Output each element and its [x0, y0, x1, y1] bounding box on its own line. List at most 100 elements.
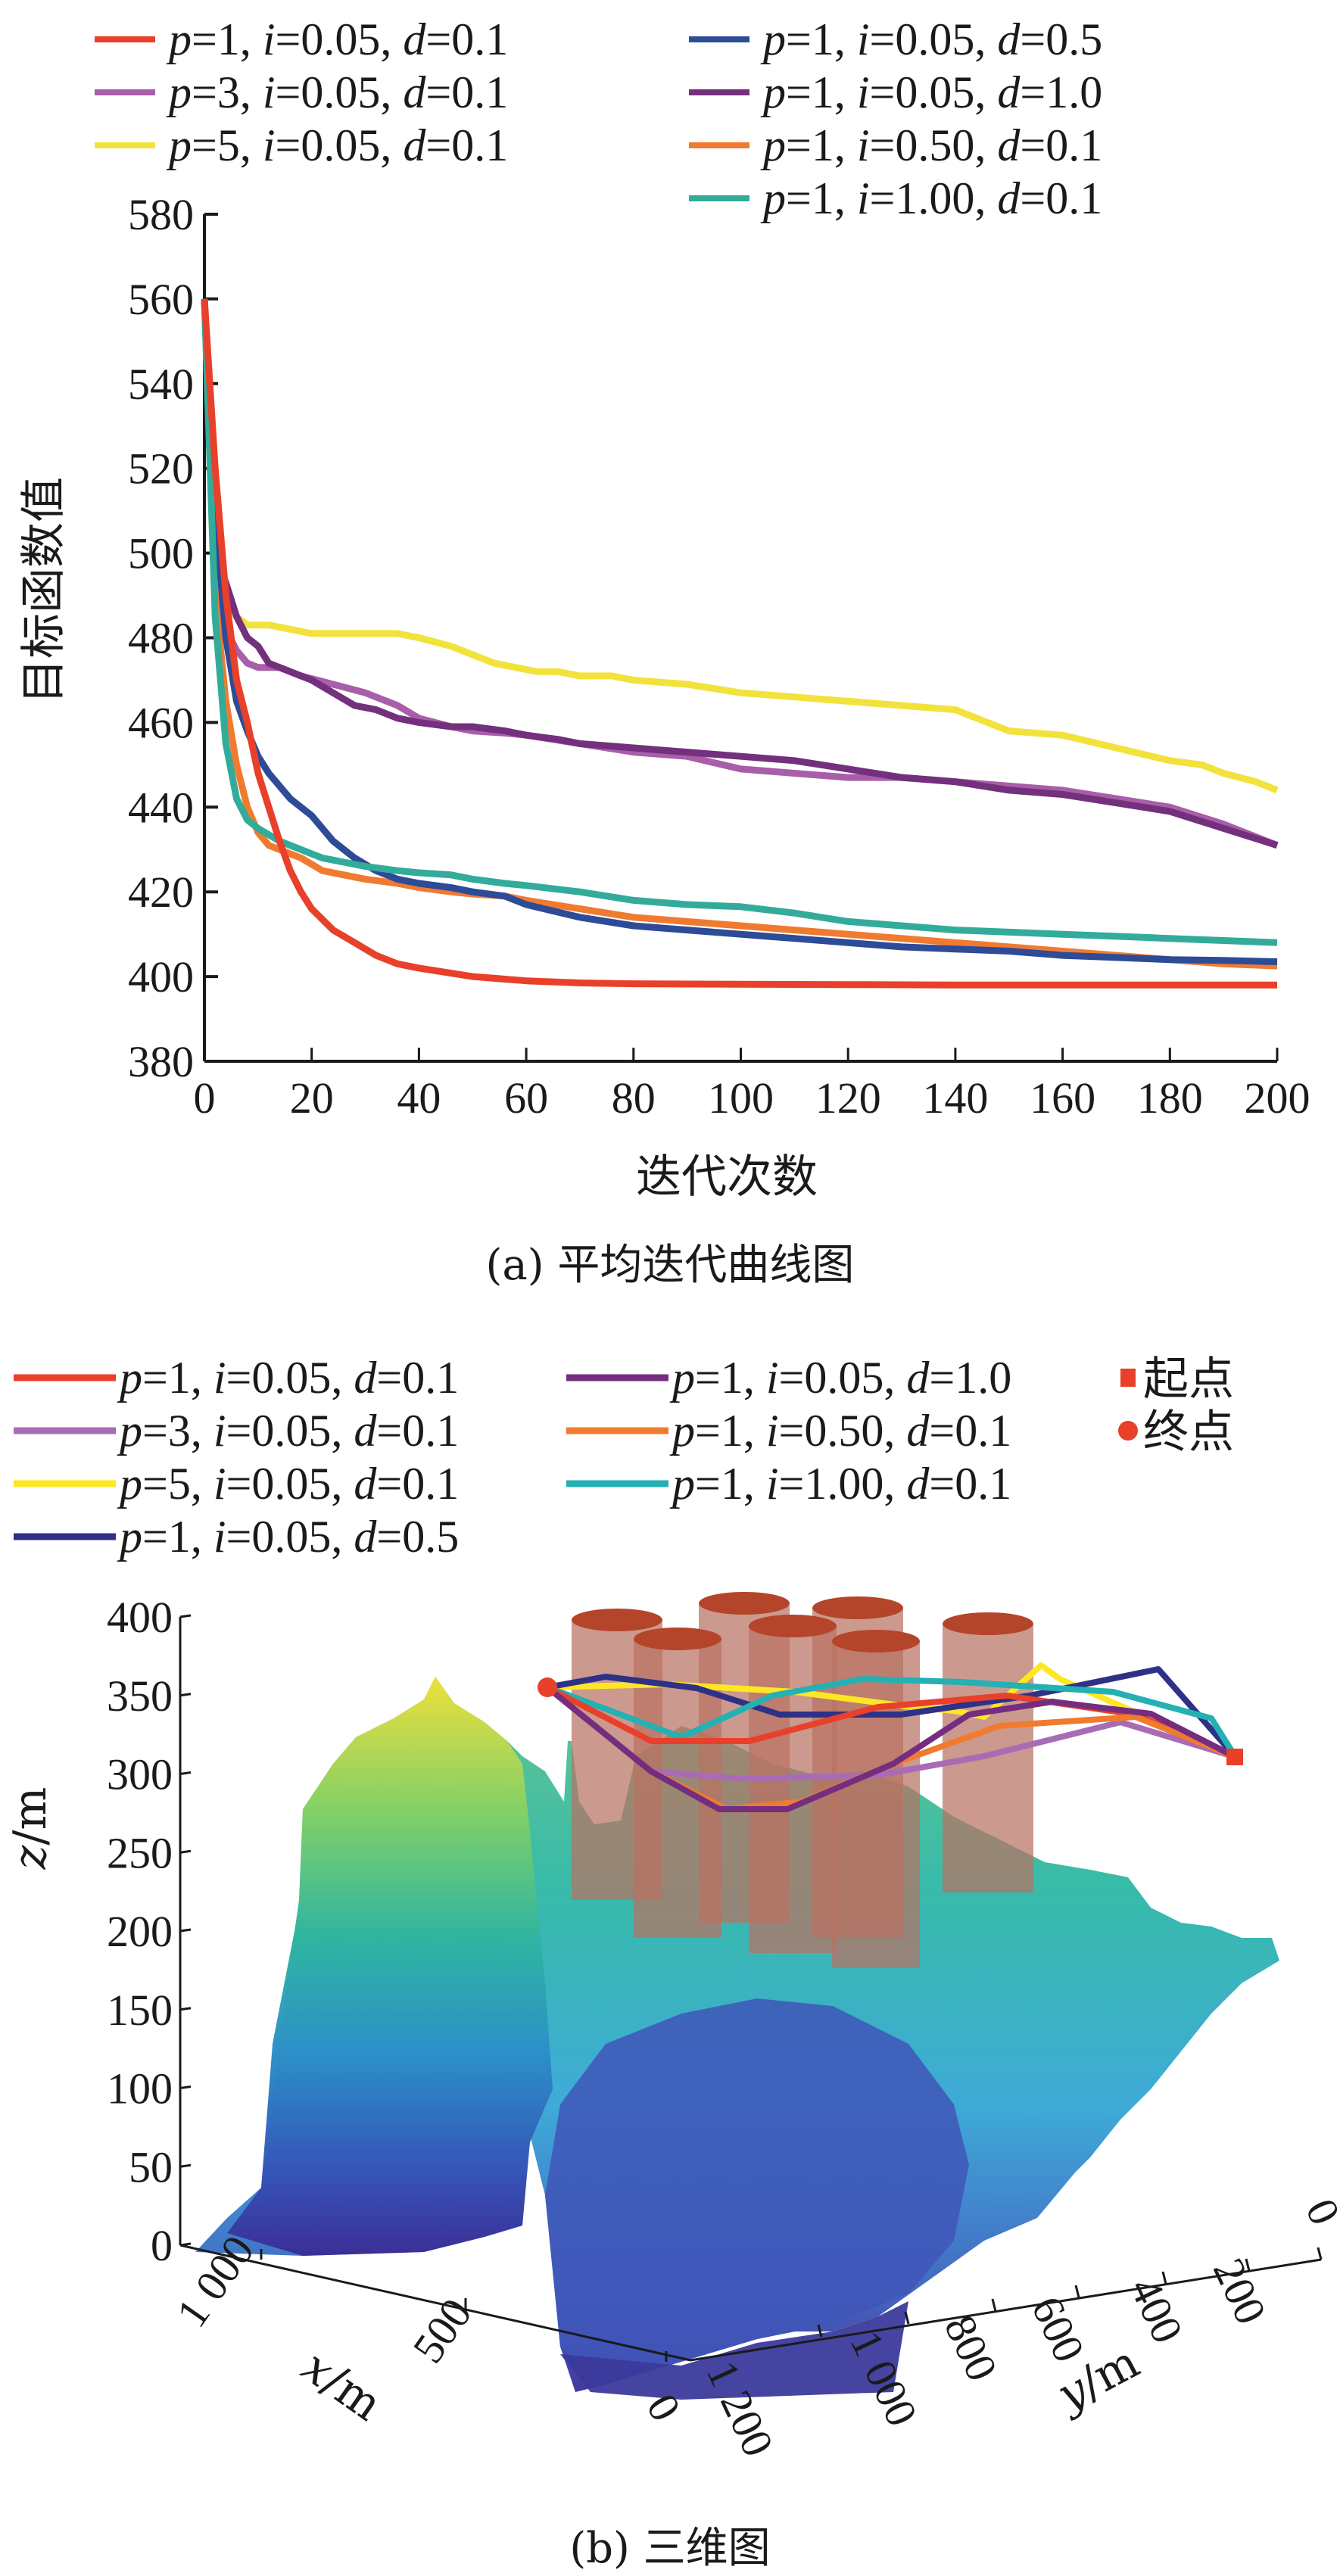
legend-value: =0.05,	[870, 67, 998, 117]
z-tick-label: 400	[107, 1593, 173, 1642]
legend-var: d	[354, 1459, 377, 1509]
legend-value: =0.1	[1020, 173, 1102, 223]
y-tick-b	[1074, 2285, 1080, 2298]
legend-var: i	[263, 14, 276, 64]
legend-var: i	[766, 1406, 779, 1456]
x-tick-label-a: 0	[194, 1073, 216, 1123]
legend-value: =5,	[192, 120, 263, 170]
series-lines-a	[201, 298, 1279, 989]
z-tick-label: 100	[107, 2064, 173, 2113]
series-line-7	[201, 298, 1278, 946]
flight-path-5	[545, 1684, 1237, 1812]
legend-marker-label: 终点	[1143, 1406, 1234, 1459]
legend-value: =1.00,	[779, 1459, 907, 1509]
legend-var: p	[117, 1353, 142, 1403]
obstacle-cylinder	[749, 1615, 837, 1953]
legend-label: p=1, i=0.05, d=1.0	[669, 1353, 1011, 1403]
terrain-surface	[195, 1677, 1279, 2400]
legend-label: p=1, i=0.05, d=1.0	[760, 67, 1102, 117]
legend-label: p=5, i=0.05, d=0.1	[166, 120, 508, 170]
legend-var: d	[403, 67, 426, 117]
legend-value: =1,	[695, 1459, 766, 1509]
z-tick-label: 200	[107, 1907, 173, 1956]
z-tick	[179, 1928, 192, 1933]
legend-value: =1,	[786, 120, 857, 170]
z-tick	[179, 2163, 192, 2168]
obstacle-cylinders	[572, 1592, 1033, 1968]
z-tick-label: 150	[107, 1986, 173, 2035]
y-tick-b	[1245, 2258, 1251, 2272]
legend-value: =0.1	[929, 1406, 1011, 1456]
legend-var: d	[997, 120, 1021, 170]
z-tick	[179, 1614, 192, 1618]
legend-value: =0.1	[425, 14, 508, 64]
legend-value: =0.1	[425, 67, 508, 117]
legend-var: p	[166, 67, 192, 117]
axes-a: 380 400 420 440 460 480 500 520 540 560 580 0 20 40 60…	[128, 190, 1310, 1123]
x-axis-title-a: 迭代次数	[636, 1151, 818, 1204]
chart-b: p=1, i=0.05, d=0.1p=3, i=0.05, d=0.1p=5,…	[4, 1353, 1340, 2573]
flight-path-7	[546, 1676, 1239, 1759]
flight-path-3	[547, 1662, 1237, 1760]
y-tick-label-b: 0	[1296, 2191, 1340, 2232]
y-tick-b	[1317, 2247, 1323, 2260]
legend-var: i	[263, 67, 276, 117]
legend-value: =0.1	[376, 1459, 459, 1509]
legend-value: =1,	[786, 173, 857, 223]
start-point-marker	[1226, 1749, 1243, 1765]
x-tick-label-a: 40	[397, 1073, 441, 1123]
legend-var: p	[117, 1406, 142, 1456]
legend-value: =0.05,	[226, 1459, 354, 1509]
z-tick	[179, 1693, 192, 1697]
z-tick	[179, 2085, 192, 2089]
z-axis-unit: /m	[4, 1787, 57, 1846]
legend-value: =0.05,	[226, 1512, 354, 1562]
legend-marker-label: 起点	[1143, 1353, 1234, 1406]
legend-b: p=1, i=0.05, d=0.1p=3, i=0.05, d=0.1p=5,…	[14, 1353, 1234, 1562]
legend-value: =1,	[786, 67, 857, 117]
legend-value: =3,	[142, 1406, 213, 1456]
z-tick-label: 50	[129, 2142, 173, 2191]
legend-var: p	[669, 1406, 695, 1456]
z-axis-title: z/m	[4, 1787, 57, 1870]
legend-value: =1,	[142, 1353, 213, 1403]
series-line-2	[201, 298, 1279, 849]
z-tick	[179, 1771, 192, 1775]
legend-label: p=1, i=1.00, d=0.1	[760, 173, 1102, 223]
z-tick	[179, 1849, 192, 1854]
legend-value: =0.1	[376, 1406, 459, 1456]
x-tick-label-a: 120	[815, 1073, 881, 1123]
legend-value: =0.05,	[226, 1406, 354, 1456]
legend-value: =1.00,	[870, 173, 998, 223]
y-tick-label-a: 480	[128, 614, 194, 663]
legend-var: p	[669, 1353, 695, 1403]
y-tick-label-a: 540	[128, 360, 194, 409]
legend-var: d	[354, 1353, 377, 1403]
x-tick-label-a: 60	[504, 1073, 548, 1123]
legend-var: i	[857, 120, 870, 170]
x-tick-label-a: 80	[612, 1073, 656, 1123]
y-tick-b	[904, 2311, 910, 2325]
legend-label: p=1, i=0.05, d=0.5	[117, 1512, 459, 1562]
y-tick-label-b: 200	[1204, 2251, 1276, 2331]
legend-var: i	[857, 173, 870, 223]
series-line-3	[201, 298, 1279, 794]
legend-var: d	[354, 1512, 377, 1562]
legend-var: i	[213, 1353, 226, 1403]
flight-paths	[545, 1662, 1239, 1812]
caption-b: (b) 三维图	[569, 2524, 770, 2573]
x-tick-label-a: 160	[1030, 1073, 1095, 1123]
legend-var: i	[766, 1459, 779, 1509]
legend-value: =1,	[695, 1353, 766, 1403]
legend-value: =1,	[192, 14, 263, 64]
y-tick-label-a: 560	[128, 275, 194, 324]
y-tick-b	[817, 2324, 823, 2338]
legend-label: p=3, i=0.05, d=0.1	[166, 67, 508, 117]
x-tick-label-a: 140	[922, 1073, 988, 1123]
legend-value: =0.05,	[276, 14, 404, 64]
legend-value: =0.5	[376, 1512, 459, 1562]
y-axis-title-a: 目标函数值	[17, 477, 70, 704]
x-axis-title-b: x/m	[292, 2340, 391, 2431]
legend-value: =0.50,	[870, 120, 998, 170]
z-tick-label: 350	[107, 1671, 173, 1721]
